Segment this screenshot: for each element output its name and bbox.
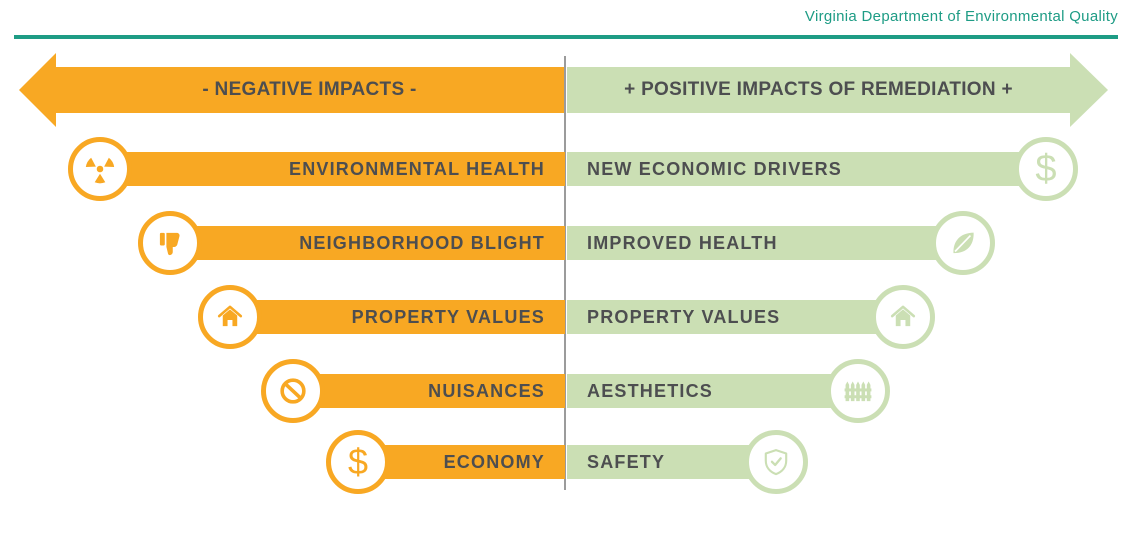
header-divider-rule xyxy=(14,35,1118,39)
positive-bar-safety: SAFETY xyxy=(567,445,776,479)
positive-banner-label: + POSITIVE IMPACTS OF REMEDIATION + xyxy=(624,79,1013,100)
agency-title: Virginia Department of Environmental Qua… xyxy=(804,8,1118,25)
negative-bar-economy: ECONOMY xyxy=(358,445,565,479)
thumbs-down-glyph xyxy=(159,232,180,256)
house-icon xyxy=(871,285,935,349)
no-entry-glyph xyxy=(280,378,306,404)
no-entry-icon xyxy=(261,359,325,423)
positive-bar-improved-health: IMPROVED HEALTH xyxy=(567,226,963,260)
positive-bar-property-values: PROPERTY VALUES xyxy=(567,300,903,334)
house-icon xyxy=(198,285,262,349)
bar-label: ECONOMY xyxy=(443,452,545,472)
radiation-icon xyxy=(68,137,132,201)
shield-check-glyph xyxy=(764,449,788,476)
house-glyph xyxy=(890,305,916,327)
negative-banner-label: - NEGATIVE IMPACTS - xyxy=(202,79,417,100)
negative-arrowhead xyxy=(19,53,56,127)
negative-bar-neighborhood-blight: NEIGHBORHOOD BLIGHT xyxy=(170,226,565,260)
bar-label: ENVIRONMENTAL HEALTH xyxy=(289,159,545,179)
bar-label: IMPROVED HEALTH xyxy=(587,233,778,253)
negative-bar-nuisances: NUISANCES xyxy=(293,374,565,408)
thumbs-down-icon xyxy=(138,211,202,275)
fence-glyph xyxy=(844,381,872,402)
house-glyph xyxy=(217,305,243,327)
bar-label: NUISANCES xyxy=(428,381,545,401)
bar-label: NEIGHBORHOOD BLIGHT xyxy=(299,233,545,253)
positive-impacts-banner: + POSITIVE IMPACTS OF REMEDIATION + xyxy=(567,67,1070,113)
center-divider-line xyxy=(564,56,566,490)
radiation-glyph xyxy=(85,157,115,184)
positive-bar-aesthetics: AESTHETICS xyxy=(567,374,858,408)
negative-bar-environmental-health: ENVIRONMENTAL HEALTH xyxy=(100,152,565,186)
dollar-icon: $ xyxy=(326,430,390,494)
positive-arrowhead xyxy=(1070,53,1108,127)
bar-label: PROPERTY VALUES xyxy=(587,307,781,327)
dollar-glyph: $ xyxy=(1035,148,1057,190)
leaf-glyph xyxy=(953,232,974,254)
bar-label: NEW ECONOMIC DRIVERS xyxy=(587,159,843,179)
negative-bar-property-values: PROPERTY VALUES xyxy=(230,300,565,334)
dollar-icon: $ xyxy=(1014,137,1078,201)
dollar-glyph: $ xyxy=(347,441,369,482)
leaf-icon xyxy=(931,211,995,275)
shield-check-icon xyxy=(744,430,808,494)
bar-label: PROPERTY VALUES xyxy=(351,307,545,327)
positive-bar-new-economic-drivers: NEW ECONOMIC DRIVERS xyxy=(567,152,1046,186)
bar-label: AESTHETICS xyxy=(587,381,714,401)
fence-icon xyxy=(826,359,890,423)
negative-impacts-banner: - NEGATIVE IMPACTS - xyxy=(54,67,565,113)
bar-label: SAFETY xyxy=(587,452,666,472)
